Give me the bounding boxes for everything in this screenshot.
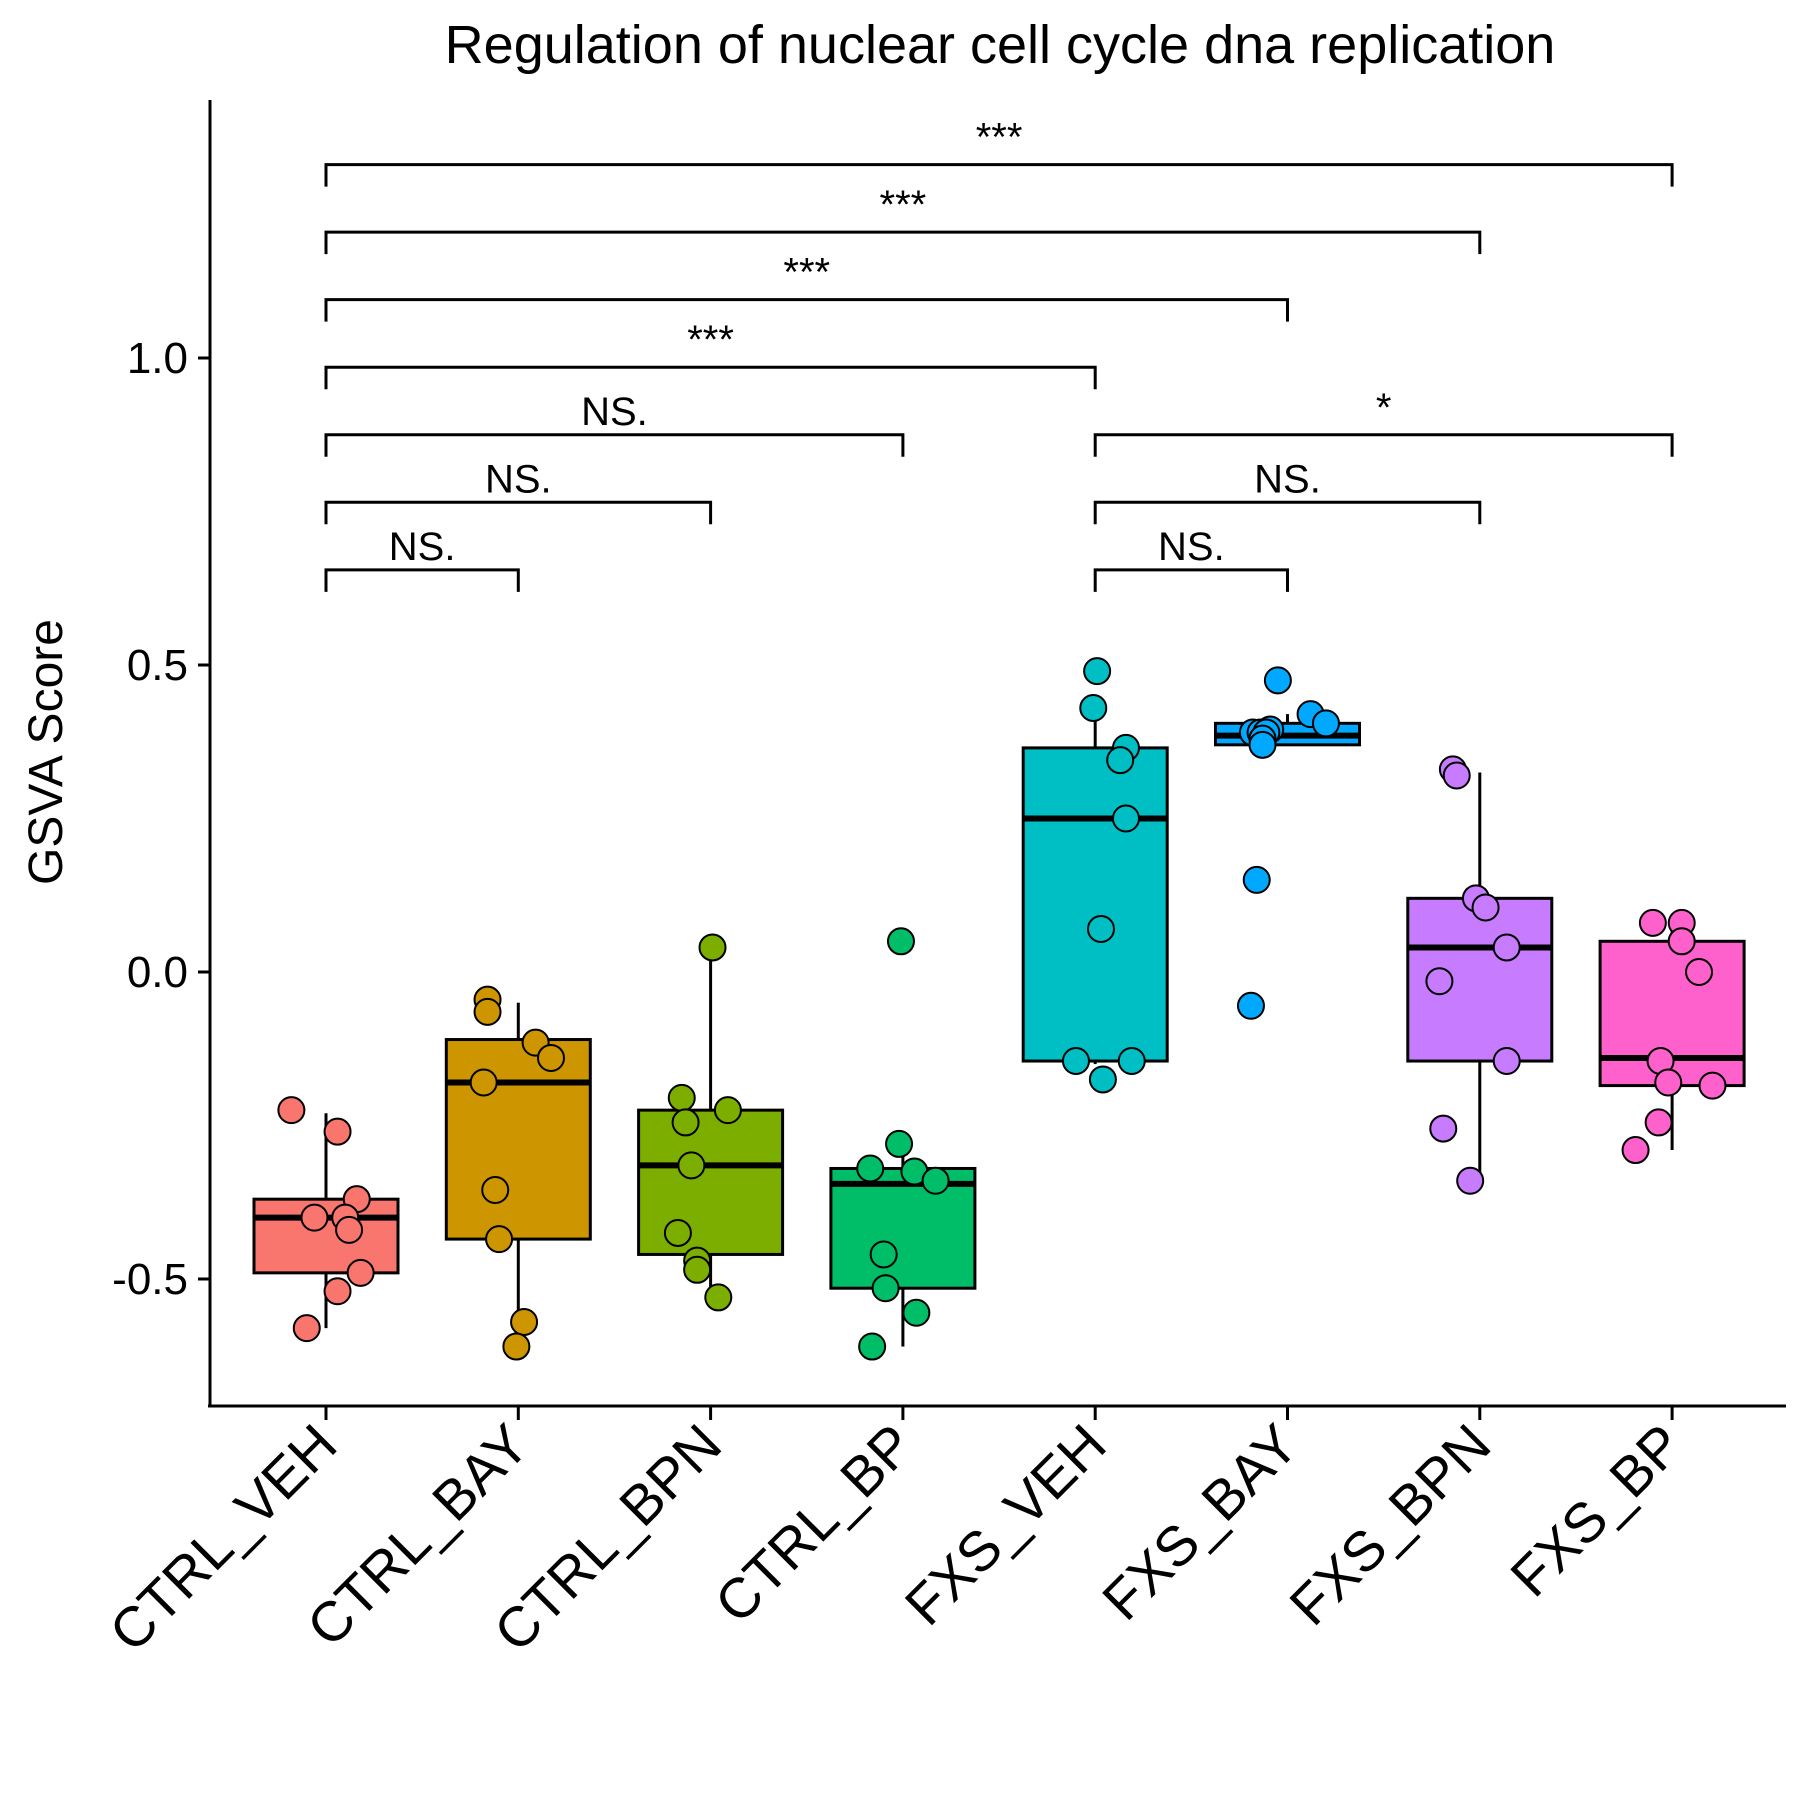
data-point bbox=[1425, 967, 1454, 996]
significance-bracket bbox=[1093, 433, 1674, 457]
y-tick-label: 0.0 bbox=[127, 948, 188, 997]
data-point bbox=[323, 1117, 352, 1146]
data-point bbox=[323, 1277, 352, 1306]
x-tick-label: FXS_BPN bbox=[1277, 1412, 1502, 1637]
data-point bbox=[481, 1175, 510, 1204]
y-axis-ticks: -0.5 0.0 0.5 1.0 bbox=[112, 334, 210, 1304]
data-point bbox=[1083, 657, 1112, 686]
data-point bbox=[1086, 915, 1115, 944]
data-point bbox=[1061, 1047, 1090, 1076]
data-point bbox=[469, 1068, 498, 1097]
data-point bbox=[1106, 746, 1135, 775]
data-point bbox=[1471, 893, 1500, 922]
y-axis-title: GSVA Score bbox=[20, 619, 73, 885]
x-tick-label: CTRL_BP bbox=[703, 1412, 926, 1635]
data-point bbox=[1654, 1068, 1683, 1097]
y-tick-label: 0.5 bbox=[127, 641, 188, 690]
significance-bracket bbox=[1093, 500, 1482, 525]
data-point bbox=[1248, 730, 1277, 759]
data-point bbox=[671, 1108, 700, 1137]
significance-label: NS. bbox=[1158, 525, 1225, 569]
data-point bbox=[704, 1283, 733, 1312]
significance-label: *** bbox=[880, 183, 927, 227]
x-tick-label: FXS_BAY bbox=[1090, 1412, 1310, 1632]
data-point bbox=[663, 1218, 692, 1247]
data-point bbox=[921, 1166, 950, 1195]
data-point bbox=[485, 1225, 514, 1254]
jitter-points bbox=[277, 657, 1727, 1361]
significance-bracket bbox=[324, 163, 1674, 187]
data-point bbox=[1442, 761, 1471, 790]
significance-label: NS. bbox=[581, 390, 648, 434]
significance-label: *** bbox=[976, 116, 1023, 160]
data-point bbox=[871, 1274, 900, 1303]
data-point bbox=[885, 1129, 914, 1158]
data-point bbox=[1263, 666, 1292, 695]
data-point bbox=[346, 1258, 375, 1287]
data-point bbox=[510, 1307, 539, 1336]
significance-bracket bbox=[324, 298, 1289, 322]
significance-label: NS. bbox=[485, 457, 552, 501]
box-body bbox=[637, 1108, 785, 1256]
significance-label: * bbox=[1376, 386, 1392, 430]
data-point bbox=[886, 927, 915, 956]
data-point bbox=[1492, 933, 1521, 962]
chart-title: Regulation of nuclear cell cycle dna rep… bbox=[445, 15, 1556, 75]
data-point bbox=[1429, 1114, 1458, 1143]
data-point bbox=[683, 1255, 712, 1284]
data-point bbox=[277, 1096, 306, 1125]
data-point bbox=[1311, 709, 1340, 738]
significance-bracket bbox=[324, 230, 1482, 255]
significance-label: *** bbox=[687, 318, 734, 362]
data-point bbox=[1236, 991, 1265, 1020]
box-body bbox=[444, 1038, 592, 1241]
data-point bbox=[1638, 908, 1667, 937]
data-point bbox=[1079, 693, 1108, 722]
y-tick-label: 1.0 bbox=[127, 334, 188, 383]
data-point bbox=[1117, 1047, 1146, 1076]
significance-brackets: NS. NS. NS. *** *** *** *** NS. NS. * bbox=[324, 116, 1674, 592]
significance-label: *** bbox=[783, 251, 830, 295]
significance-bracket bbox=[324, 365, 1097, 390]
box-plots bbox=[252, 707, 1746, 1347]
data-point bbox=[473, 997, 502, 1026]
data-point bbox=[713, 1096, 742, 1125]
significance-label: NS. bbox=[1254, 457, 1321, 501]
data-point bbox=[335, 1215, 364, 1244]
data-point bbox=[1111, 804, 1140, 833]
significance-bracket bbox=[1093, 568, 1289, 592]
data-point bbox=[1644, 1108, 1673, 1137]
data-point bbox=[858, 1332, 887, 1361]
data-point bbox=[869, 1240, 898, 1269]
x-tick-label: FXS_BP bbox=[1498, 1412, 1694, 1608]
significance-bracket bbox=[324, 500, 713, 525]
data-point bbox=[1621, 1136, 1650, 1165]
significance-label: NS. bbox=[389, 525, 456, 569]
data-point bbox=[1088, 1065, 1117, 1094]
data-point bbox=[1685, 958, 1714, 986]
data-point bbox=[1242, 865, 1271, 894]
data-point bbox=[677, 1151, 706, 1180]
x-tick-label: FXS_VEH bbox=[893, 1412, 1118, 1637]
significance-bracket bbox=[324, 433, 905, 457]
x-axis-ticks: CTRL_VEHCTRL_BAYCTRL_BPNCTRL_BPFXS_VEHFX… bbox=[97, 1406, 1695, 1663]
data-point bbox=[698, 933, 727, 962]
data-point bbox=[667, 1083, 696, 1112]
data-point bbox=[1667, 927, 1696, 956]
data-point bbox=[300, 1203, 329, 1232]
data-point bbox=[1698, 1071, 1727, 1100]
significance-bracket bbox=[324, 568, 520, 592]
box-body bbox=[829, 1166, 977, 1290]
data-point bbox=[502, 1332, 531, 1361]
data-point bbox=[1456, 1166, 1485, 1195]
data-point bbox=[536, 1043, 565, 1072]
data-point bbox=[1492, 1047, 1521, 1076]
y-tick-label: -0.5 bbox=[112, 1255, 188, 1304]
data-point bbox=[856, 1154, 885, 1183]
data-point bbox=[902, 1298, 931, 1327]
box-body bbox=[1021, 746, 1169, 1063]
data-point bbox=[292, 1314, 321, 1343]
